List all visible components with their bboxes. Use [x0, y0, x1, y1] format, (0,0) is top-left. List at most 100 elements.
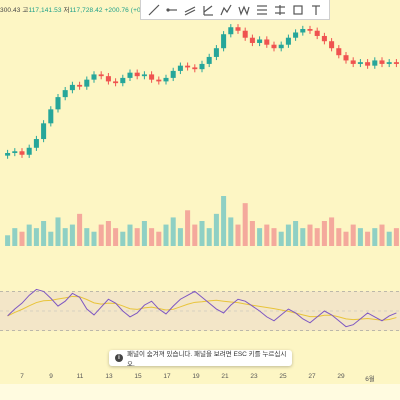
- candle-body: [249, 37, 255, 43]
- volume-bar: [365, 231, 371, 246]
- high-label: 고: [22, 7, 29, 14]
- line-tool-icon[interactable]: [146, 2, 162, 18]
- volume-bar: [278, 231, 284, 246]
- volume-bar: [141, 221, 147, 246]
- candle-body: [242, 30, 248, 38]
- candle-body: [105, 76, 111, 82]
- volume-bar: [192, 224, 198, 246]
- volume-bar: [336, 228, 342, 246]
- volume-bar: [19, 231, 25, 246]
- hidden-panel-toast: i 패널이 숨겨져 있습니다. 패널을 보려면 ESC 키를 누르십시오.: [109, 350, 292, 368]
- candle-body: [192, 67, 198, 70]
- candle-body: [329, 41, 335, 49]
- fib-channel-icon[interactable]: [272, 2, 288, 18]
- fib-retracement-icon[interactable]: [254, 2, 270, 18]
- date-tick-label: 15: [134, 373, 142, 380]
- candle-body: [113, 81, 119, 84]
- candle-body: [62, 90, 68, 98]
- volume-bar: [163, 224, 169, 246]
- pitchfork-icon[interactable]: [200, 2, 216, 18]
- candle-body: [26, 147, 32, 155]
- toast-message: 패널이 숨겨져 있습니다. 패널을 보려면 ESC 키를 누르십시오.: [127, 351, 287, 368]
- date-tick-label: 13: [105, 373, 113, 380]
- candle-body: [343, 55, 349, 61]
- zigzag-icon[interactable]: [236, 2, 252, 18]
- volume-bar: [48, 231, 54, 246]
- candle-body: [264, 39, 270, 45]
- candle-body: [141, 74, 147, 77]
- volume-bar: [127, 224, 133, 246]
- candle-body: [386, 62, 392, 64]
- date-tick-label: 25: [279, 373, 287, 380]
- date-tick-label: 19: [192, 373, 200, 380]
- candle-body: [5, 153, 11, 156]
- candle-body: [149, 74, 155, 80]
- date-tick-label: 23: [250, 373, 258, 380]
- candle-body: [257, 39, 263, 43]
- date-tick-label: 7: [20, 373, 24, 380]
- path-icon[interactable]: [218, 2, 234, 18]
- candle-body: [84, 79, 90, 87]
- volume-bar: [55, 217, 61, 246]
- volume-bar: [84, 228, 90, 246]
- candle-body: [365, 62, 371, 66]
- volume-bar: [149, 228, 155, 246]
- volume-bar: [199, 221, 205, 246]
- rsi-line: [7, 288, 397, 328]
- horizontal-ray-icon[interactable]: [164, 2, 180, 18]
- open-value: 300.43: [0, 7, 21, 14]
- volume-bar: [393, 228, 399, 246]
- candle-body: [134, 72, 140, 77]
- candle-body: [393, 62, 399, 64]
- volume-bar: [33, 228, 39, 246]
- volume-bar: [271, 228, 277, 246]
- volume-bar: [300, 228, 306, 246]
- footer-band: [0, 384, 400, 400]
- date-tick-label: 9: [49, 373, 53, 380]
- candle-body: [170, 70, 176, 78]
- candle-body: [48, 109, 54, 124]
- candle-body: [33, 139, 39, 148]
- rectangle-icon[interactable]: [290, 2, 306, 18]
- volume-bar: [285, 224, 291, 246]
- volume-bar: [120, 231, 126, 246]
- candle-body: [221, 34, 227, 49]
- candle-body: [271, 44, 277, 49]
- volume-bar: [113, 228, 119, 246]
- candle-body: [69, 84, 75, 91]
- volume-bar: [77, 213, 83, 246]
- volume-bar: [12, 228, 18, 246]
- candle-body: [12, 151, 18, 154]
- volume-bar: [329, 217, 335, 246]
- volume-bar: [249, 221, 255, 246]
- candle-body: [156, 79, 162, 82]
- change-value: +200.76 (+0.17%): [104, 7, 159, 14]
- volume-bar: [264, 224, 270, 246]
- candle-body: [163, 77, 169, 82]
- volume-bar: [62, 228, 68, 246]
- candle-body: [91, 74, 97, 80]
- volume-bar: [350, 224, 356, 246]
- candle-body: [77, 84, 83, 87]
- volume-bar: [134, 228, 140, 246]
- volume-bar: [69, 224, 75, 246]
- candle-body: [120, 77, 126, 84]
- candle-body: [307, 28, 313, 31]
- volume-bar: [372, 228, 378, 246]
- info-icon: i: [115, 354, 123, 362]
- volume-bar: [91, 231, 97, 246]
- volume-bar: [228, 217, 234, 246]
- low-value: 117,728.42: [69, 7, 103, 14]
- candle-body: [185, 65, 191, 68]
- text-icon[interactable]: [308, 2, 324, 18]
- volume-bar: [379, 224, 385, 246]
- candle-body: [55, 97, 61, 110]
- date-tick-label: 29: [337, 373, 345, 380]
- parallel-channel-icon[interactable]: [182, 2, 198, 18]
- volume-bar: [293, 221, 299, 246]
- candle-body: [285, 37, 291, 45]
- candle-body: [372, 60, 378, 66]
- volume-bar: [242, 203, 248, 246]
